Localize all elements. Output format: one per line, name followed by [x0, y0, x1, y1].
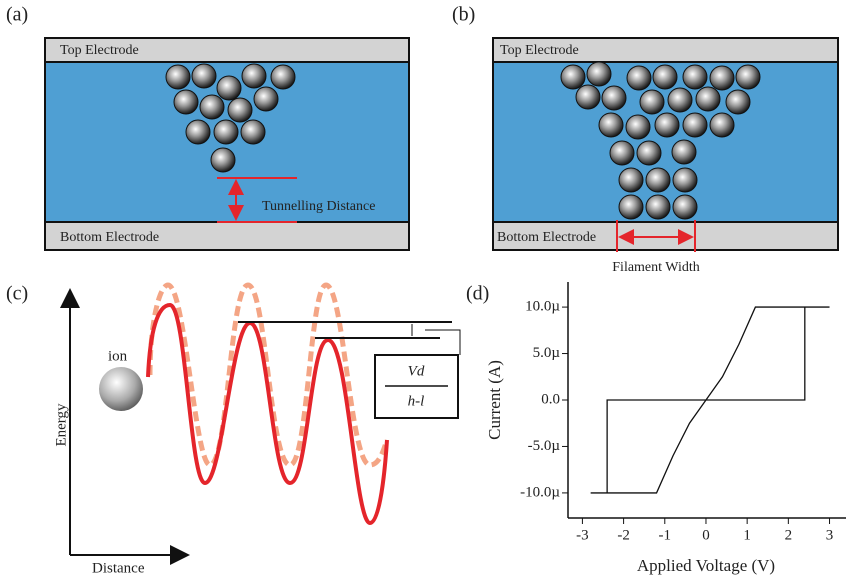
y-label: Energy	[53, 403, 69, 447]
particle	[610, 141, 634, 165]
particle	[587, 62, 611, 86]
y-tick-label: 10.0µ	[525, 299, 560, 315]
particle	[211, 148, 235, 172]
ion	[99, 367, 143, 411]
particle	[242, 64, 266, 88]
particle	[646, 168, 670, 192]
panel-c: (c) Energy Distance ion Vd h-l	[6, 283, 460, 577]
particle	[619, 195, 643, 219]
particle	[217, 76, 241, 100]
particle	[646, 195, 670, 219]
particle	[241, 120, 265, 144]
annotation: Tunnelling Distance	[262, 199, 375, 214]
x-tick-label: 1	[743, 527, 751, 543]
particle	[254, 87, 278, 111]
annotation: Filament Width	[612, 260, 699, 275]
particle	[626, 115, 650, 139]
y-tick-label: 5.0µ	[533, 345, 561, 361]
bottom-label: Bottom Electrode	[60, 230, 159, 245]
particle	[655, 113, 679, 137]
x-tick-label: 2	[785, 527, 793, 543]
particle	[637, 141, 661, 165]
particle	[710, 66, 734, 90]
particle	[271, 65, 295, 89]
panel-label: (b)	[452, 4, 475, 26]
panel-label: (c)	[6, 283, 28, 305]
particle	[602, 86, 626, 110]
figure: (a) Top Electrode Bottom Electrode Tunne…	[0, 0, 846, 581]
x-tick-label: -3	[576, 527, 589, 543]
y-label: Current (A)	[485, 360, 504, 440]
particle	[672, 140, 696, 164]
particle	[228, 98, 252, 122]
particle	[710, 113, 734, 137]
particle	[576, 85, 600, 109]
panel-d: (d) Current (A) Applied Voltage (V) -3 -2…	[466, 282, 846, 575]
particle	[736, 65, 760, 89]
particle	[653, 65, 677, 89]
numerator: Vd	[408, 363, 425, 379]
x-label: Applied Voltage (V)	[637, 556, 775, 575]
ion-label: ion	[108, 348, 128, 364]
particle	[726, 90, 750, 114]
x-tick-label: 0	[702, 527, 710, 543]
particle	[683, 113, 707, 137]
y-tick-label: -10.0µ	[520, 484, 560, 500]
panel-a: (a) Top Electrode Bottom Electrode Tunne…	[6, 4, 409, 250]
connector	[425, 330, 460, 355]
particle	[627, 66, 651, 90]
particle	[214, 120, 238, 144]
particle	[619, 168, 643, 192]
particle	[200, 95, 224, 119]
particle	[668, 88, 692, 112]
x-tick-label: -1	[659, 527, 672, 543]
x-tick-label: 3	[826, 527, 834, 543]
top-label: Top Electrode	[60, 43, 139, 58]
particle	[561, 65, 585, 89]
x-tick-label: -2	[617, 527, 630, 543]
y-tick-label: 0.0	[541, 391, 560, 407]
denominator: h-l	[408, 393, 425, 409]
panel-label: (a)	[6, 4, 28, 26]
x-label: Distance	[92, 560, 145, 576]
particle	[599, 113, 623, 137]
panel-b: (b) Top Electrode Bottom Electrode Filam…	[452, 4, 838, 276]
bottom-label: Bottom Electrode	[497, 230, 596, 245]
top-label: Top Electrode	[500, 43, 579, 58]
particle	[683, 65, 707, 89]
particle	[174, 90, 198, 114]
particle	[192, 64, 216, 88]
particle	[673, 168, 697, 192]
particle	[166, 65, 190, 89]
iv-curve	[591, 307, 830, 493]
particle	[640, 90, 664, 114]
particle	[696, 87, 720, 111]
panel-label: (d)	[466, 283, 489, 305]
particle	[673, 195, 697, 219]
particle	[186, 120, 210, 144]
y-tick-label: -5.0µ	[528, 438, 561, 454]
